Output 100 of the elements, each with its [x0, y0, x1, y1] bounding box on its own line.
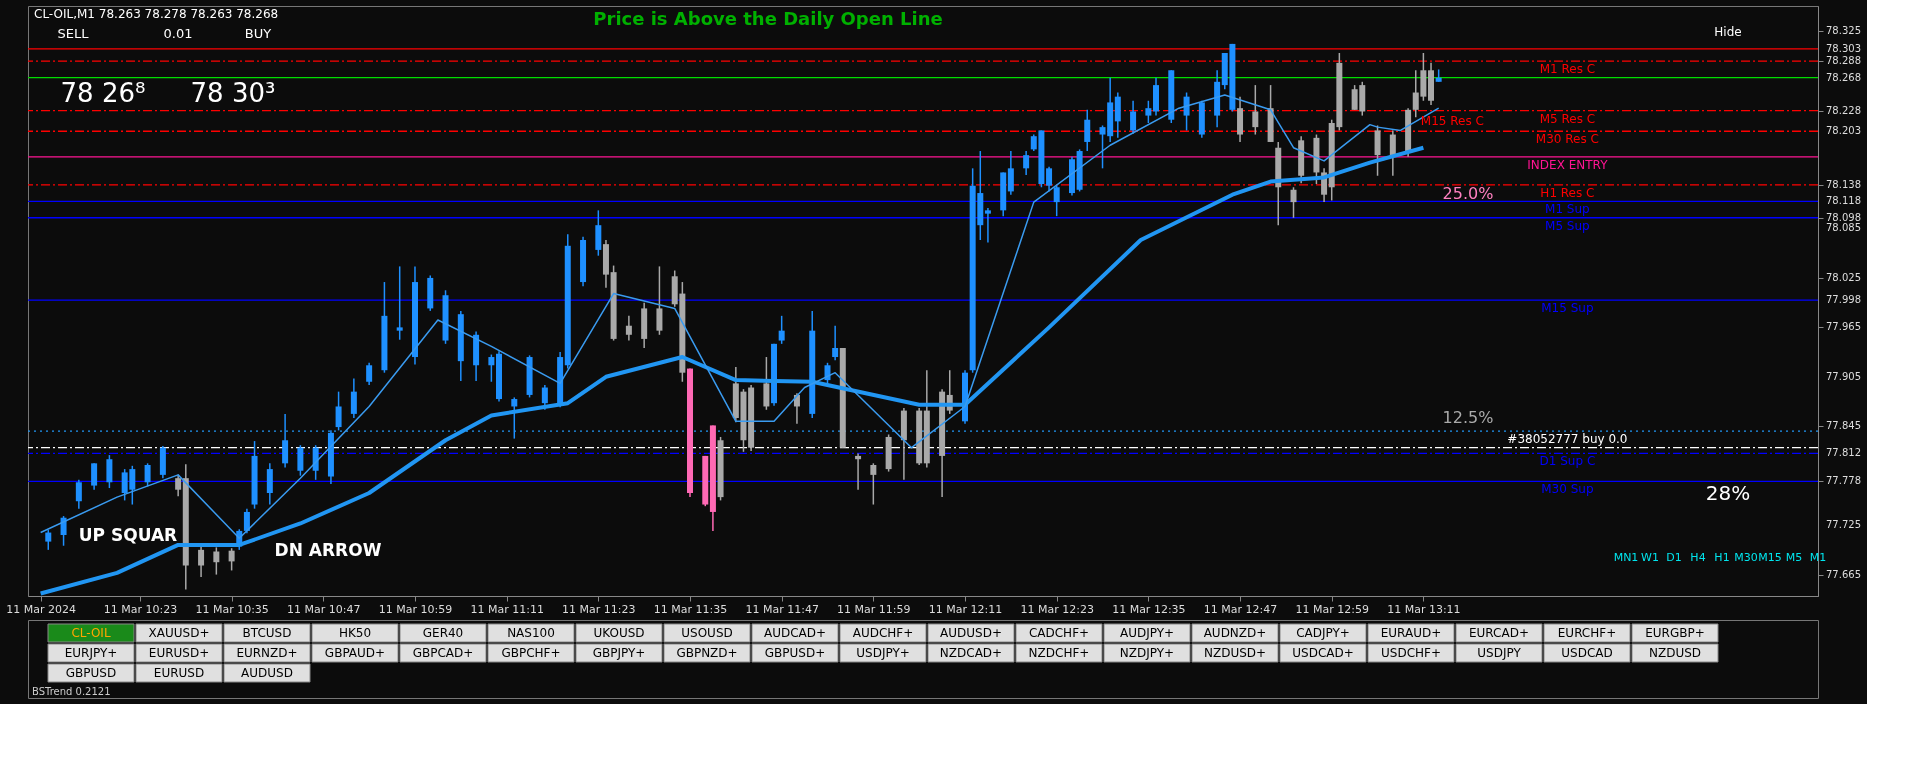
text: CADCHF+ — [1028, 626, 1090, 640]
x-tick-label: 11 Mar 13:11 — [1387, 602, 1461, 616]
x-tick-label: 11 Mar 12:35 — [1112, 602, 1186, 616]
candlestick — [213, 546, 220, 576]
x-tick-label: 11 Mar 12:11 — [928, 602, 1003, 616]
annotation: M5 — [1785, 551, 1803, 564]
text: GBPCHF+ — [501, 646, 561, 660]
candlestick — [855, 452, 862, 491]
text: CL-OIL — [71, 626, 111, 640]
text: EURNZD+ — [236, 646, 298, 660]
text: GBPCAD+ — [412, 646, 474, 660]
annotation: SELL — [57, 26, 90, 41]
text: NZDCHF+ — [1028, 646, 1090, 660]
text: UKOUSD — [593, 626, 645, 640]
candlestick — [198, 544, 205, 578]
candlestick — [1130, 100, 1137, 135]
y-tick-label: 78.228 — [1826, 104, 1861, 116]
y-tick-label: 78.268 — [1826, 71, 1861, 83]
candlestick — [350, 377, 357, 419]
text: BTCUSD — [242, 626, 292, 640]
ref-line-label: M30 Sup — [1541, 482, 1594, 497]
annotation: 25.0% — [1442, 184, 1494, 203]
text: EURCHF+ — [1557, 626, 1617, 640]
annotation: 78 26⁸ — [60, 78, 146, 108]
candlestick — [1252, 84, 1259, 136]
x-tick-label: 11 Mar 11:47 — [745, 602, 819, 616]
annotation: W1 — [1641, 551, 1659, 564]
candlestick — [243, 507, 250, 535]
candlestick — [106, 454, 113, 489]
text: EURUSD — [153, 666, 205, 680]
candlestick — [1290, 186, 1297, 219]
annotation: 28% — [1705, 481, 1751, 505]
annotation: 0.01 — [163, 26, 193, 41]
x-tick-label: 11 Mar 12:47 — [1203, 602, 1278, 616]
annotation: BUY — [244, 26, 272, 41]
x-tick-label: 11 Mar 12:23 — [1020, 602, 1094, 616]
ref-line-label: M1 Res C — [1539, 62, 1596, 77]
candlestick — [175, 474, 182, 498]
ref-line-label: D1 Sup C — [1539, 454, 1596, 469]
candlestick — [1023, 150, 1030, 176]
y-tick-label: 77.905 — [1826, 370, 1861, 382]
candlestick — [396, 265, 403, 341]
y-tick-label: 78.288 — [1826, 55, 1861, 67]
y-tick-label: 77.778 — [1826, 475, 1861, 487]
annotation: UP SQUAR — [78, 525, 178, 545]
text: AUDJPY+ — [1119, 626, 1175, 640]
x-tick-label: 11 Mar 12:59 — [1295, 602, 1369, 616]
x-tick-label: 11 Mar 11:11 — [470, 602, 544, 616]
y-tick-label: 78.085 — [1826, 222, 1861, 234]
y-tick-label: 78.118 — [1826, 195, 1861, 207]
ref-line-label: INDEX ENTRY — [1527, 157, 1609, 172]
y-tick-label: 77.998 — [1826, 294, 1861, 306]
annotation: MN1 — [1613, 551, 1639, 564]
text: USDCAD — [1561, 646, 1613, 660]
candlestick — [984, 207, 991, 244]
y-tick-label: 78.138 — [1826, 178, 1861, 190]
ref-line-label: M30 Res C — [1535, 132, 1599, 147]
text: BSTrend 0.2121 — [32, 686, 111, 697]
x-tick-label: 11 Mar 11:35 — [653, 602, 728, 616]
annotation: 78 30³ — [190, 78, 276, 108]
candlestick — [75, 479, 82, 510]
text: EURJPY+ — [64, 646, 118, 660]
candlestick — [832, 324, 839, 362]
text: AUDCAD+ — [763, 626, 827, 640]
x-tick-label: 11 Mar 11:59 — [837, 602, 911, 616]
annotation: Price is Above the Daily Open Line — [593, 8, 943, 29]
text: USDJPY+ — [856, 646, 910, 660]
ref-line-label: M15 Sup — [1541, 301, 1594, 316]
text: HK50 — [338, 626, 372, 640]
candlestick — [45, 529, 52, 551]
y-tick-label: 78.303 — [1826, 42, 1861, 54]
text: EURUSD+ — [148, 646, 210, 660]
annotation: M15 Res C — [1420, 114, 1484, 128]
text: EURAUD+ — [1380, 626, 1442, 640]
candlestick — [335, 390, 342, 432]
text: USDCHF+ — [1381, 646, 1441, 660]
x-tick-label: 11 Mar 10:59 — [378, 602, 453, 616]
annotation: D1 — [1666, 551, 1682, 564]
candlestick — [1183, 91, 1190, 132]
y-tick-label: 77.965 — [1826, 321, 1861, 333]
candlestick — [488, 353, 495, 383]
annotation: DN ARROW — [274, 540, 382, 560]
candlestick — [312, 444, 319, 481]
candlestick — [1084, 109, 1091, 152]
ref-line-label: M1 Sup — [1545, 202, 1590, 217]
text: GBPUSD — [65, 666, 117, 680]
ref-line-label: M5 Sup — [1545, 218, 1590, 233]
candlestick — [625, 315, 632, 342]
text: NAS100 — [507, 626, 555, 640]
candlestick — [91, 462, 98, 491]
candlestick — [870, 462, 877, 506]
x-tick-label: 11 Mar 11:23 — [562, 602, 636, 616]
text: USDJPY — [1477, 646, 1522, 660]
x-tick-label: 11 Mar 10:23 — [103, 602, 178, 616]
annotation: H4 — [1690, 551, 1706, 564]
ref-line-label: H1 Res C — [1540, 185, 1595, 200]
x-tick-label: 11 Mar 10:47 — [287, 602, 361, 616]
candlestick — [1046, 165, 1053, 193]
annotation: M15 — [1758, 551, 1782, 564]
candlestick — [541, 384, 548, 411]
